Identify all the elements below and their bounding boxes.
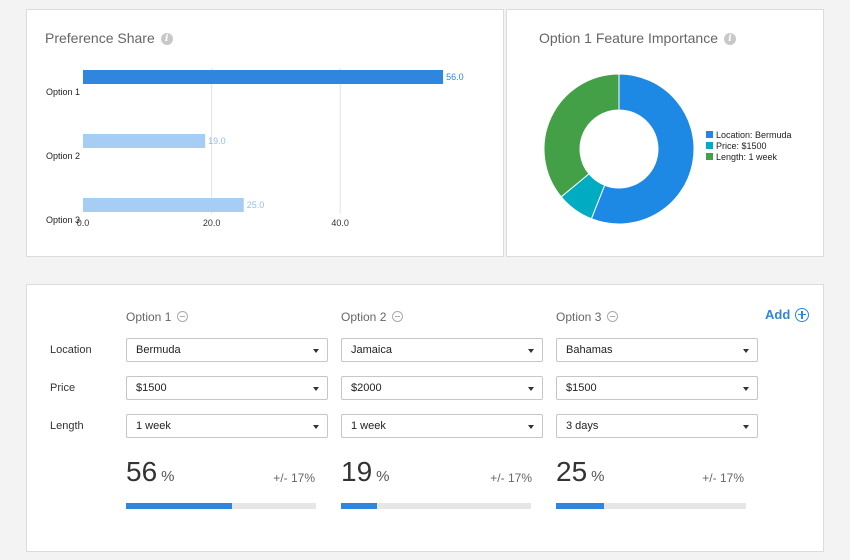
legend-label: Length: 1 week (716, 152, 778, 162)
option-2-share: 19% (341, 456, 390, 488)
info-icon[interactable]: i (724, 33, 736, 46)
option-2-margin-of-error: +/- 17% (490, 471, 532, 485)
option-3-header: Option 3 (556, 310, 619, 324)
add-option-label: Add (765, 307, 791, 322)
row-label-location: Location (50, 344, 92, 356)
option-1-margin-of-error: +/- 17% (273, 471, 315, 485)
option-3-header-label: Option 3 (556, 310, 602, 324)
preference-share-card: Preference Share i 0.0 20.0 40.0 56.0 Option … (26, 9, 504, 257)
preference-share-title: Preference Share i (45, 30, 173, 46)
x-tick-label: 0.0 (77, 218, 90, 228)
market-simulator-card: Option 1 Option 2 Option 3 Add Location … (26, 284, 824, 552)
select-value: 1 week (136, 420, 171, 432)
select-value: Bermuda (136, 344, 181, 356)
chevron-down-icon (528, 349, 534, 353)
share-value: 56 (126, 456, 158, 487)
bar-value-label: 25.0 (247, 200, 265, 210)
option-3-length-select[interactable]: 3 days (556, 414, 758, 438)
feature-importance-title-text: Option 1 Feature Importance (539, 30, 718, 46)
chevron-down-icon (743, 425, 749, 429)
legend-swatch (706, 142, 713, 149)
option-1-share-bar (126, 503, 316, 509)
option-3-share-bar (556, 503, 746, 509)
option-3-price-select[interactable]: $1500 (556, 376, 758, 400)
share-value: 19 (341, 456, 373, 487)
option-1-length-select[interactable]: 1 week (126, 414, 328, 438)
option-2-location-select[interactable]: Jamaica (341, 338, 543, 362)
share-value: 25 (556, 456, 588, 487)
option-3-share-bar-fill (556, 503, 604, 509)
remove-option-2-icon[interactable] (392, 311, 404, 323)
row-label-length: Length (50, 420, 84, 432)
x-tick-label: 20.0 (203, 218, 221, 228)
select-value: $1500 (566, 382, 597, 394)
option-2-header: Option 2 (341, 310, 404, 324)
option-2-share-bar (341, 503, 531, 509)
option-1-header-label: Option 1 (126, 310, 172, 324)
option-2-header-label: Option 2 (341, 310, 387, 324)
chevron-down-icon (743, 387, 749, 391)
category-label: Option 3 (46, 215, 80, 225)
legend-label: Location: Bermuda (716, 130, 792, 140)
bar-2[interactable] (83, 134, 206, 148)
category-label: Option 1 (46, 87, 80, 97)
option-1-price-select[interactable]: $1500 (126, 376, 328, 400)
chevron-down-icon (743, 349, 749, 353)
percent-sign: % (161, 468, 175, 485)
category-label: Option 2 (46, 151, 80, 161)
option-1-header: Option 1 (126, 310, 189, 324)
select-value: Jamaica (351, 344, 392, 356)
option-1-share-bar-fill (126, 503, 233, 509)
select-value: Bahamas (566, 344, 613, 356)
legend-swatch (706, 153, 713, 160)
option-3-location-select[interactable]: Bahamas (556, 338, 758, 362)
preference-share-chart: 0.0 20.0 40.0 56.0 Option 1 19.0 Option 2 25.0 O… (46, 68, 464, 228)
percent-sign: % (591, 468, 605, 485)
info-icon[interactable]: i (160, 33, 173, 46)
row-label-price: Price (50, 382, 76, 394)
select-value: 1 week (351, 420, 386, 432)
preference-share-title-text: Preference Share (45, 30, 155, 46)
chevron-down-icon (528, 425, 534, 429)
pie-slice-3[interactable] (543, 73, 620, 198)
bar-value-label: 19.0 (208, 136, 226, 146)
feature-importance-title: Option 1 Feature Importance i (539, 30, 736, 46)
option-3-share: 25% (556, 456, 605, 488)
chevron-down-icon (313, 387, 319, 391)
legend-label: Price: $1500 (716, 141, 767, 151)
option-2-length-select[interactable]: 1 week (341, 414, 543, 438)
add-option-button[interactable]: Add (765, 307, 810, 323)
chevron-down-icon (313, 425, 319, 429)
x-tick-label: 40.0 (331, 218, 349, 228)
select-value: $1500 (136, 382, 167, 394)
chevron-down-icon (313, 349, 319, 353)
pie-slice-1[interactable] (590, 73, 695, 225)
feature-importance-card: Option 1 Feature Importance i Location: B… (506, 9, 824, 257)
option-2-share-bar-fill (341, 503, 378, 509)
chevron-down-icon (528, 387, 534, 391)
option-1-location-select[interactable]: Bermuda (126, 338, 328, 362)
percent-sign: % (376, 468, 390, 485)
select-value: 3 days (566, 420, 599, 432)
legend-swatch (706, 131, 713, 138)
select-value: $2000 (351, 382, 382, 394)
plus-circle-icon[interactable] (795, 307, 810, 322)
remove-option-3-icon[interactable] (607, 311, 619, 323)
option-1-share: 56% (126, 456, 175, 488)
option-3-margin-of-error: +/- 17% (702, 471, 744, 485)
option-2-price-select[interactable]: $2000 (341, 376, 543, 400)
bar-value-label: 56.0 (446, 72, 464, 82)
remove-option-1-icon[interactable] (177, 311, 189, 323)
bar-1[interactable] (83, 70, 444, 84)
bar-3[interactable] (83, 198, 244, 212)
